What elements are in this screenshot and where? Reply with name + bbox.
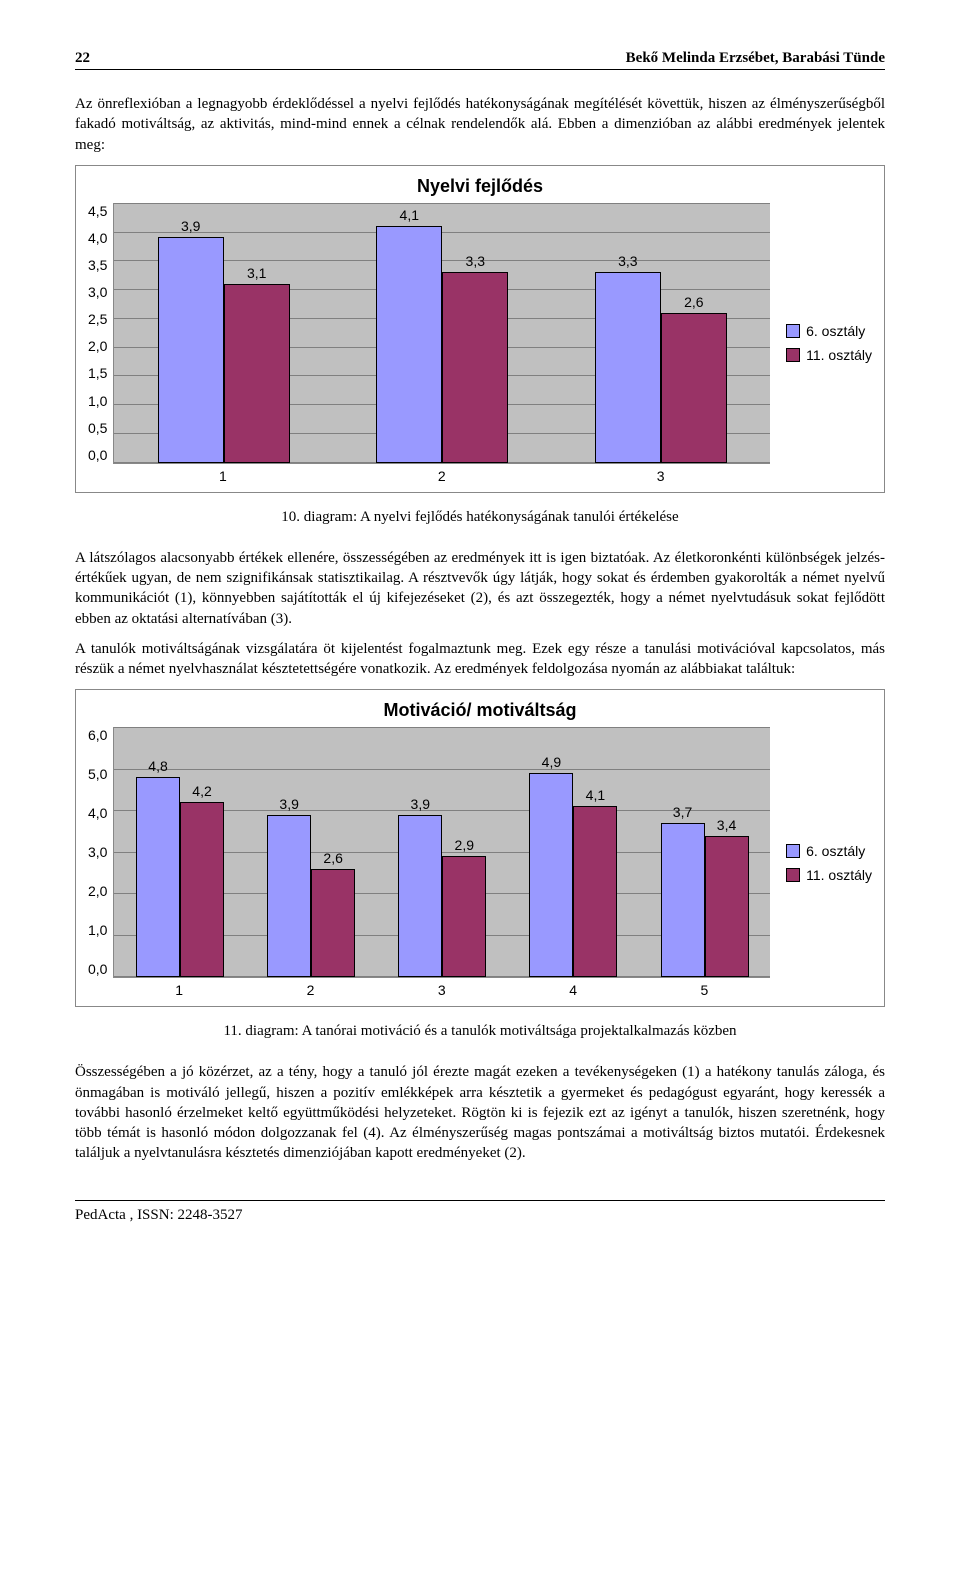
chart2-plot-area: 4,84,23,92,63,92,94,94,13,73,4 [113,727,770,978]
legend-swatch-icon [786,868,800,882]
chart1-plot-area: 3,93,14,13,33,32,6 [113,203,770,464]
legend-item-11-osztaly: 11. osztály [786,867,872,883]
y-tick-label: 4,5 [88,203,107,219]
bar-value-label: 2,6 [684,294,703,310]
bar-group: 3,32,6 [552,203,771,463]
bar: 3,1 [224,284,290,463]
chart1-caption: 10. diagram: A nyelvi fejlődés hatékonys… [75,509,885,526]
legend-label-1: 6. osztály [806,323,865,339]
chart1-title: Nyelvi fejlődés [88,176,872,197]
bar-value-label: 3,3 [466,253,485,269]
bar-group: 4,84,2 [114,727,245,977]
chart-motivacio: Motiváció/ motiváltság 6,0 5,0 4,0 3,0 2,0 1,… [75,689,885,1007]
y-tick-label: 3,0 [88,284,107,300]
page-number: 22 [75,50,90,67]
bar: 3,3 [595,272,661,463]
y-tick-label: 2,5 [88,311,107,327]
legend-swatch-icon [786,348,800,362]
legend-label-2: 11. osztály [806,347,872,363]
bar: 3,3 [442,272,508,463]
bar-group: 3,92,6 [246,727,377,977]
bar: 3,9 [158,237,224,462]
chart2-y-axis: 6,0 5,0 4,0 3,0 2,0 1,0 0,0 [88,727,113,977]
x-tick-label: 3 [376,982,507,998]
paragraph-3: A tanulók motiváltságának vizsgálatára ö… [75,639,885,680]
x-tick-label: 2 [245,982,376,998]
bar: 4,2 [180,802,224,977]
bar-value-label: 4,2 [192,783,211,799]
legend-item-11-osztaly: 11. osztály [786,347,872,363]
bar: 2,6 [311,869,355,977]
y-tick-label: 1,0 [88,922,107,938]
bar-group: 3,92,9 [377,727,508,977]
bar-group: 3,93,1 [114,203,333,463]
x-tick-label: 2 [332,468,551,484]
x-tick-label: 1 [113,982,244,998]
bar: 2,9 [442,856,486,977]
y-tick-label: 2,0 [88,338,107,354]
chart2-title: Motiváció/ motiváltság [88,700,872,721]
page-header: 22 Bekő Melinda Erzsébet, Barabási Tünde [75,50,885,70]
bar-value-label: 2,9 [455,837,474,853]
bar: 4,8 [136,777,180,977]
bar-group: 3,73,4 [639,727,770,977]
chart-nyelvi-fejlodes: Nyelvi fejlődés 4,5 4,0 3,5 3,0 2,5 2,0 1,5 1,0… [75,165,885,493]
bar: 4,9 [529,773,573,977]
y-tick-label: 4,0 [88,230,107,246]
y-tick-label: 1,5 [88,365,107,381]
legend-item-6-osztaly: 6. osztály [786,323,872,339]
y-tick-label: 6,0 [88,727,107,743]
bar-value-label: 4,1 [586,787,605,803]
legend-label-1: 6. osztály [806,843,865,859]
legend-swatch-icon [786,844,800,858]
legend-swatch-icon [786,324,800,338]
authors: Bekő Melinda Erzsébet, Barabási Tünde [626,50,885,67]
bar: 2,6 [661,313,727,463]
bar-value-label: 3,9 [411,796,430,812]
x-tick-label: 5 [639,982,770,998]
y-tick-label: 0,5 [88,420,107,436]
footer: PedActa , ISSN: 2248-3527 [75,1200,885,1224]
paragraph-4: Összességében a jó közérzet, az a tény, … [75,1062,885,1163]
bar-group: 4,94,1 [508,727,639,977]
chart1-x-axis: 123 [113,464,770,484]
chart2-legend: 6. osztály 11. osztály [770,727,872,998]
paragraph-2: A látszólagos alacsonyabb értékek ellené… [75,548,885,629]
y-tick-label: 2,0 [88,883,107,899]
y-tick-label: 3,5 [88,257,107,273]
chart2-x-axis: 12345 [113,978,770,998]
y-tick-label: 0,0 [88,961,107,977]
x-tick-label: 4 [507,982,638,998]
bar-value-label: 3,7 [673,804,692,820]
legend-item-6-osztaly: 6. osztály [786,843,872,859]
bar-value-label: 2,6 [323,850,342,866]
y-tick-label: 3,0 [88,844,107,860]
y-tick-label: 0,0 [88,447,107,463]
chart2-caption: 11. diagram: A tanórai motiváció és a ta… [75,1023,885,1040]
paragraph-1: Az önreflexióban a legnagyobb érdeklődés… [75,94,885,155]
y-tick-label: 4,0 [88,805,107,821]
bar-group: 4,13,3 [333,203,552,463]
bar-value-label: 3,4 [717,817,736,833]
y-tick-label: 1,0 [88,393,107,409]
chart1-legend: 6. osztály 11. osztály [770,203,872,484]
bar-value-label: 3,9 [279,796,298,812]
bar: 3,9 [267,815,311,978]
bar-value-label: 4,9 [542,754,561,770]
bar: 3,9 [398,815,442,978]
y-tick-label: 5,0 [88,766,107,782]
bar-value-label: 3,9 [181,218,200,234]
bar: 3,7 [661,823,705,977]
bar-value-label: 3,1 [247,265,266,281]
bar-value-label: 4,8 [148,758,167,774]
x-tick-label: 1 [113,468,332,484]
bar-value-label: 4,1 [400,207,419,223]
bar: 3,4 [705,836,749,978]
x-tick-label: 3 [551,468,770,484]
legend-label-2: 11. osztály [806,867,872,883]
bar: 4,1 [573,806,617,977]
bar: 4,1 [376,226,442,463]
chart1-y-axis: 4,5 4,0 3,5 3,0 2,5 2,0 1,5 1,0 0,5 0,0 [88,203,113,463]
bar-value-label: 3,3 [618,253,637,269]
